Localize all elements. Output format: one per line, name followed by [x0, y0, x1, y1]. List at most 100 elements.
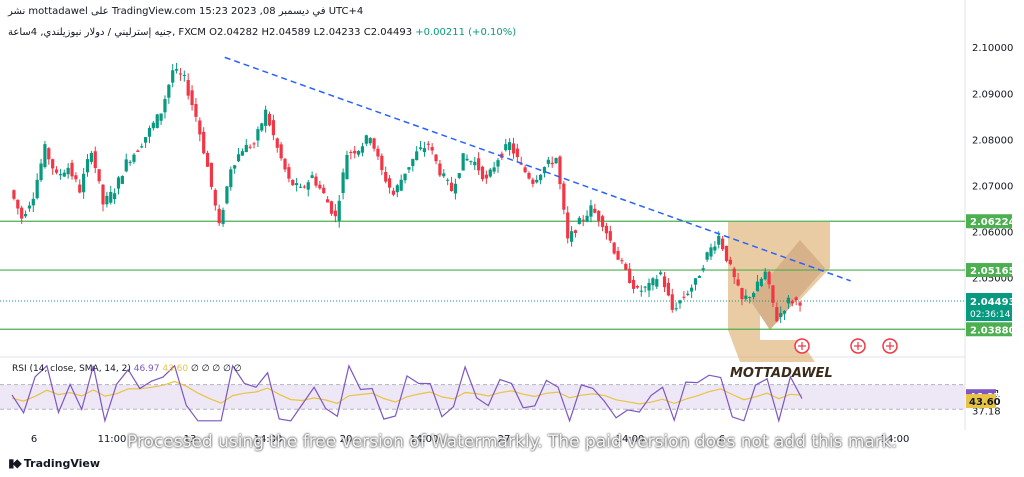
- ohlc-low: L2.04233: [313, 27, 361, 38]
- candle-body: [120, 175, 124, 184]
- candle-body: [422, 148, 427, 152]
- candle-body: [384, 171, 388, 182]
- current-price-label: 2.04493: [970, 297, 1016, 308]
- candle-body: [93, 151, 97, 169]
- candle-body: [47, 148, 51, 160]
- candle-body: [457, 173, 461, 178]
- candle-body: [589, 205, 593, 217]
- watermark-text: Processed using the free version of Wate…: [126, 432, 898, 452]
- candle-body: [260, 123, 264, 131]
- candle-body: [31, 198, 35, 206]
- candle-body: [411, 158, 415, 167]
- rsi-band: [0, 384, 965, 410]
- candle-body: [295, 183, 299, 186]
- time-tick-label: 6: [31, 434, 37, 445]
- price-tick-label: 2.05000: [972, 274, 1013, 285]
- candle-body: [732, 268, 736, 278]
- candle-body: [387, 178, 392, 188]
- candle-body: [728, 259, 732, 265]
- candle-body: [341, 172, 345, 194]
- candle-body: [569, 231, 574, 242]
- candle-body: [20, 207, 24, 219]
- level-label: 2.03880: [970, 325, 1016, 336]
- time-tick-label: 11:00: [98, 434, 127, 445]
- rsi-legend[interactable]: RSI (14, close, SMA, 14, 2) 46.97 43.60 …: [12, 364, 242, 374]
- candle-body: [763, 271, 767, 280]
- candle-body: [713, 246, 717, 251]
- candle-body: [229, 169, 233, 188]
- watermark-logo-text: MOTTADAWEL: [730, 366, 833, 381]
- candle-body: [662, 276, 667, 288]
- price-tick-label: 2.08000: [972, 135, 1013, 146]
- candle-body: [655, 279, 659, 287]
- candle-body: [477, 158, 481, 171]
- candle-body: [748, 297, 752, 299]
- candle-body: [612, 242, 616, 254]
- candle-body: [550, 162, 554, 165]
- candle-body: [58, 174, 63, 176]
- candle-body: [163, 99, 167, 113]
- symbol-name[interactable]: جنيه إسترليني / دولار نيوزيلندي, 4ساعة, …: [8, 27, 206, 38]
- candle-body: [271, 120, 275, 136]
- candle-body: [54, 169, 59, 173]
- candle-body: [113, 193, 117, 200]
- candle-body: [771, 285, 775, 303]
- candle-body: [310, 175, 314, 178]
- candle-body: [542, 166, 547, 174]
- candle-body: [740, 288, 744, 300]
- candle-body: [349, 152, 353, 154]
- candle-body: [624, 263, 628, 270]
- candle-body: [283, 158, 287, 170]
- candle-body: [89, 152, 93, 162]
- candle-body: [558, 156, 562, 185]
- candle-body: [794, 297, 798, 301]
- candle-body: [322, 187, 326, 194]
- candle-body: [508, 142, 512, 151]
- candle-body: [159, 113, 163, 121]
- candle-body: [535, 179, 539, 183]
- candle-body: [124, 159, 128, 172]
- watermark-logo-icon: [728, 222, 830, 362]
- candle-body: [635, 285, 640, 288]
- candle-body: [473, 161, 477, 166]
- rsi-tick-label: 37.18: [972, 406, 1001, 417]
- candle-body: [74, 175, 78, 180]
- level-label-bg: [966, 263, 1012, 278]
- candle-body: [453, 183, 458, 194]
- ohlc-open: O2.04282: [209, 27, 259, 38]
- candle-body: [70, 162, 74, 177]
- time-tick-label: 6: [719, 434, 725, 445]
- candle-body: [82, 173, 86, 193]
- candle-body: [360, 146, 365, 153]
- candle-body: [616, 250, 620, 260]
- candle-body: [523, 167, 527, 173]
- candle-body: [461, 153, 465, 171]
- candle-body: [581, 219, 585, 221]
- candle-body: [97, 169, 101, 182]
- price-tick-label: 2.09000: [972, 89, 1013, 100]
- candle-body: [16, 199, 20, 209]
- candle-body: [209, 162, 214, 187]
- candle-body: [759, 278, 763, 287]
- candle-body: [678, 300, 682, 304]
- candle-body: [403, 173, 407, 181]
- candle-body: [194, 104, 198, 117]
- candle-body: [438, 163, 442, 176]
- ohlc-high: H2.04589: [261, 27, 311, 38]
- candle-body: [651, 278, 655, 286]
- tradingview-logo[interactable]: ▮◆ TradingView: [8, 456, 100, 470]
- candle-body: [674, 308, 678, 310]
- candle-body: [132, 154, 136, 162]
- candle-body: [287, 167, 291, 179]
- candle-body: [353, 150, 357, 154]
- candle-body: [539, 174, 543, 181]
- candle-body: [399, 179, 403, 191]
- countdown-label: 02:36:14: [970, 310, 1011, 320]
- candle-body: [264, 109, 268, 126]
- candle-body: [779, 313, 783, 317]
- candle-body: [554, 157, 558, 164]
- candle-body: [469, 161, 473, 163]
- candle-body: [66, 167, 70, 175]
- candle-body: [244, 144, 248, 153]
